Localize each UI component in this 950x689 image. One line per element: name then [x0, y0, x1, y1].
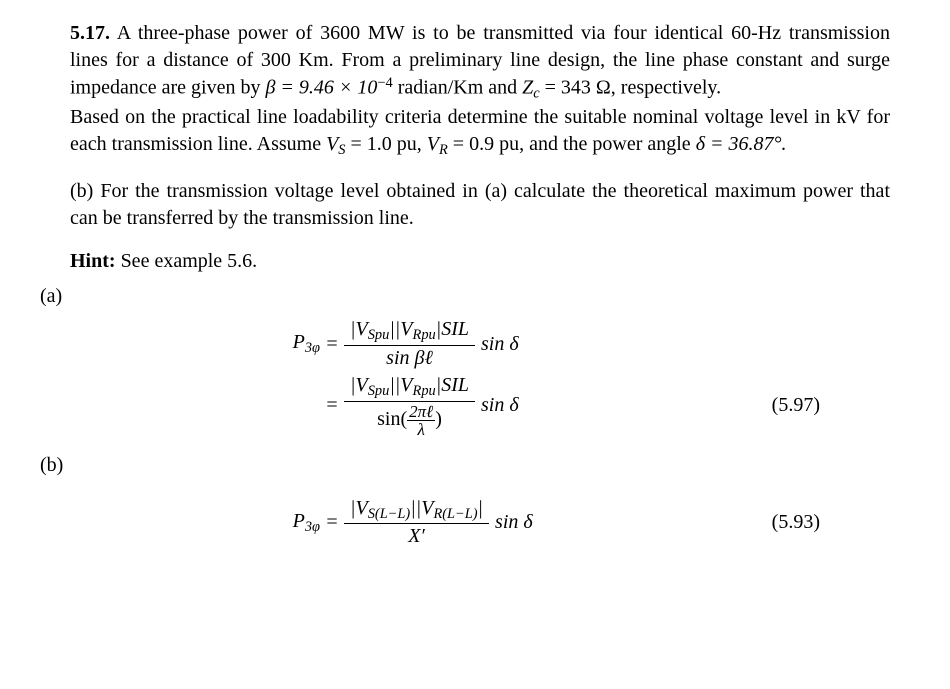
eq1b-den-post: ) [435, 408, 442, 430]
eq1-num-a: |V [350, 318, 368, 340]
vs-val: = 1.0 pu, [346, 133, 427, 155]
hint-text: See example 5.6. [116, 250, 258, 272]
eq1b-num: |VSpu||VRpu|SIL [344, 374, 475, 402]
eq1b-fraction: |VSpu||VRpu|SIL sin(2πℓλ) [344, 374, 475, 438]
zc-val: = 343 Ω, respectively. [540, 76, 721, 98]
label-b: (b) [40, 452, 890, 479]
eq1-num-end: |SIL [436, 318, 469, 340]
beta-exp: −4 [377, 75, 392, 91]
vr-sym: V [427, 133, 439, 155]
eq1-num: |VSpu||VRpu|SIL [344, 318, 475, 346]
eq1-num-mid: ||V [389, 318, 412, 340]
vs-sub: S [338, 142, 345, 158]
vr-sub: R [439, 142, 448, 158]
problem-statement: 5.17. A three-phase power of 3600 MW is … [70, 20, 890, 160]
eq1-fraction: |VSpu||VRpu|SIL sin βℓ [344, 318, 475, 370]
eq2-fraction: |VS(L−L)||VR(L−L)| X′ [344, 497, 489, 549]
eq1b-num-mid: ||V [389, 374, 412, 396]
eq2-den: X′ [344, 524, 489, 548]
eq1b-num-end: |SIL [436, 374, 469, 396]
eq1-num-s1: Spu [368, 327, 390, 343]
page-root: 5.17. A three-phase power of 3600 MW is … [0, 0, 950, 689]
equation-1-line1: P3φ = |VSpu||VRpu|SIL sin βℓ sin δ [260, 318, 890, 370]
vr-val: = 0.9 pu, and the power angle [448, 133, 696, 155]
eq2-lhs-P: P [293, 510, 305, 532]
eq1b-den: sin(2πℓλ) [344, 402, 475, 438]
delta-expr: δ = 36.87°. [696, 133, 787, 155]
hint-line: Hint: See example 5.6. [70, 248, 890, 275]
equation-2-line: P3φ = |VS(L−L)||VR(L−L)| X′ sin δ (5.93) [260, 497, 890, 549]
eq1-num-s2: Rpu [413, 327, 436, 343]
eq2-num-a: |V [350, 497, 368, 519]
equals-icon: = [320, 392, 344, 419]
eq1b-num-a: |V [350, 374, 368, 396]
eq1b-num-s1: Spu [368, 383, 390, 399]
eq1-number: (5.97) [772, 392, 820, 419]
eq2-lhs: P3φ [260, 508, 320, 537]
eq1-tail: sin δ [481, 331, 519, 358]
equation-1-block: P3φ = |VSpu||VRpu|SIL sin βℓ sin δ = |VS… [260, 318, 890, 437]
beta-expr: β = 9.46 × 10 [265, 76, 377, 98]
eq2-num-mid: ||V [410, 497, 433, 519]
eq2-number: (5.93) [772, 509, 820, 536]
eq2-num-s2: R(L−L) [433, 506, 477, 522]
eq2-tail: sin δ [495, 509, 533, 536]
eq1b-inner-den: λ [407, 421, 435, 438]
equation-1-line2: = |VSpu||VRpu|SIL sin(2πℓλ) sin δ (5.97) [260, 374, 890, 438]
eq1b-num-s2: Rpu [413, 383, 436, 399]
eq2-num-s1: S(L−L) [368, 506, 411, 522]
vs-sym: V [326, 133, 338, 155]
hint-label: Hint: [70, 250, 116, 272]
equals-icon: = [320, 331, 344, 358]
problem-number: 5.17. [70, 22, 110, 44]
sub-question-b: (b) For the transmission voltage level o… [70, 178, 890, 232]
equals-icon: = [320, 509, 344, 536]
beta-unit: radian/Km and [393, 76, 522, 98]
eq1b-inner-num: 2πℓ [407, 403, 435, 421]
eq1-lhs-sub: 3φ [305, 341, 320, 357]
eq1b-inner-frac: 2πℓλ [407, 403, 435, 438]
eq1-lhs: P3φ [260, 329, 320, 358]
eq2-num-end: | [478, 497, 484, 519]
eq1-lhs-P: P [293, 331, 305, 353]
eq2-num: |VS(L−L)||VR(L−L)| [344, 497, 489, 525]
eq1-den: sin βℓ [344, 346, 475, 370]
equation-2-block: P3φ = |VS(L−L)||VR(L−L)| X′ sin δ (5.93) [260, 497, 890, 549]
zc-sym: Z [522, 76, 533, 98]
label-a: (a) [40, 283, 890, 310]
eq1b-den-pre: sin( [377, 408, 407, 430]
eq1b-tail: sin δ [481, 392, 519, 419]
eq2-lhs-sub: 3φ [305, 519, 320, 535]
